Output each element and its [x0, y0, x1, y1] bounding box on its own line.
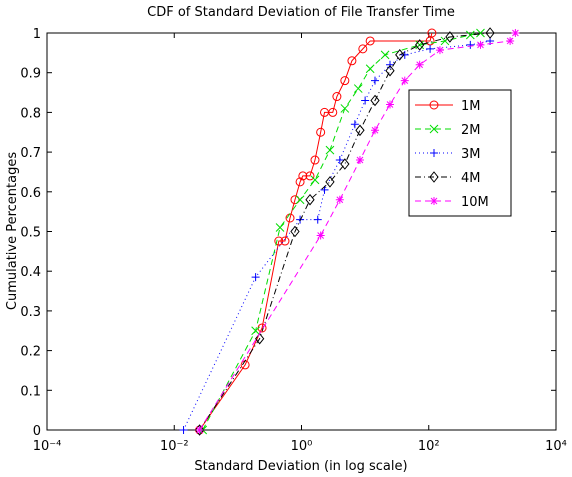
marker — [340, 158, 350, 170]
marker — [340, 76, 350, 86]
marker — [195, 426, 204, 434]
marker — [290, 195, 300, 205]
marker — [385, 64, 395, 77]
marker — [298, 171, 308, 181]
y-tick-label: 0.3 — [20, 305, 41, 320]
marker — [370, 94, 380, 107]
marker — [415, 39, 425, 51]
marker — [353, 84, 363, 93]
marker — [295, 177, 305, 187]
marker — [274, 236, 284, 246]
marker — [466, 40, 475, 49]
marker — [361, 96, 370, 105]
marker — [476, 40, 485, 49]
x-tick-label: 10⁻⁴ — [33, 439, 62, 454]
marker — [328, 107, 338, 117]
legend-label: 1M — [461, 99, 481, 114]
marker — [400, 50, 409, 59]
x-tick-label: 10⁴ — [545, 439, 567, 454]
legend-label: 2M — [461, 123, 481, 138]
marker — [395, 49, 405, 61]
chart-title: CDF of Standard Deviation of File Transf… — [147, 5, 455, 20]
marker — [435, 46, 444, 55]
marker — [385, 60, 394, 69]
series-line — [199, 32, 491, 431]
marker — [429, 100, 439, 110]
marker — [280, 236, 290, 246]
marker — [251, 326, 260, 336]
y-tick-label: 0.7 — [20, 146, 41, 161]
marker — [290, 225, 300, 238]
y-axis-label: Cumulative Percentages — [5, 152, 20, 310]
marker — [305, 171, 315, 181]
marker — [335, 195, 344, 204]
marker — [355, 156, 364, 165]
y-tick-label: 0.6 — [20, 186, 41, 201]
x-tick-label: 10⁻² — [160, 439, 189, 454]
y-tick-label: 0.8 — [20, 106, 41, 121]
y-tick-label: 0.4 — [20, 265, 41, 280]
marker — [371, 76, 380, 85]
marker — [429, 171, 439, 183]
marker — [427, 28, 437, 38]
x-tick-label: 10⁰ — [291, 439, 313, 454]
marker — [429, 124, 439, 134]
marker — [295, 195, 305, 205]
marker — [332, 92, 342, 102]
marker — [316, 231, 325, 240]
marker — [371, 126, 380, 135]
marker — [430, 149, 438, 157]
legend-label: 4M — [461, 171, 481, 186]
marker — [310, 155, 320, 165]
x-tick-label: 10² — [418, 439, 440, 454]
legend-label: 3M — [461, 147, 481, 162]
marker — [355, 124, 365, 137]
marker — [476, 28, 485, 38]
marker — [310, 175, 320, 185]
marker — [415, 60, 424, 69]
y-tick-label: 0.5 — [20, 226, 41, 241]
marker — [325, 145, 335, 155]
y-tick-label: 1 — [33, 27, 41, 42]
marker — [347, 56, 357, 66]
marker — [251, 273, 260, 282]
marker — [506, 36, 515, 45]
marker — [365, 64, 375, 74]
marker — [316, 127, 326, 137]
marker — [305, 193, 315, 206]
marker — [350, 120, 359, 129]
marker — [325, 176, 335, 188]
marker — [365, 36, 375, 46]
marker — [179, 426, 188, 434]
x-axis-label: Standard Deviation (in log scale) — [194, 459, 407, 474]
marker — [385, 100, 394, 109]
marker — [275, 223, 285, 232]
marker — [358, 44, 368, 54]
series-line — [199, 32, 516, 431]
marker — [313, 215, 322, 224]
legend-box — [408, 89, 512, 217]
marker — [485, 27, 495, 39]
y-tick-label: 0.1 — [20, 384, 41, 399]
marker — [255, 332, 265, 345]
y-tick-label: 0 — [33, 424, 41, 439]
series-line — [202, 32, 481, 431]
marker — [400, 76, 409, 85]
legend-label: 10M — [461, 195, 489, 210]
marker — [335, 156, 344, 165]
marker — [445, 31, 455, 43]
marker — [511, 29, 520, 37]
marker — [440, 36, 450, 46]
y-tick-label: 0.2 — [20, 345, 41, 360]
marker — [340, 104, 350, 113]
y-tick-label: 0.9 — [20, 67, 41, 82]
marker — [194, 424, 205, 436]
marker — [426, 44, 435, 53]
marker — [430, 197, 438, 205]
marker — [380, 50, 390, 60]
